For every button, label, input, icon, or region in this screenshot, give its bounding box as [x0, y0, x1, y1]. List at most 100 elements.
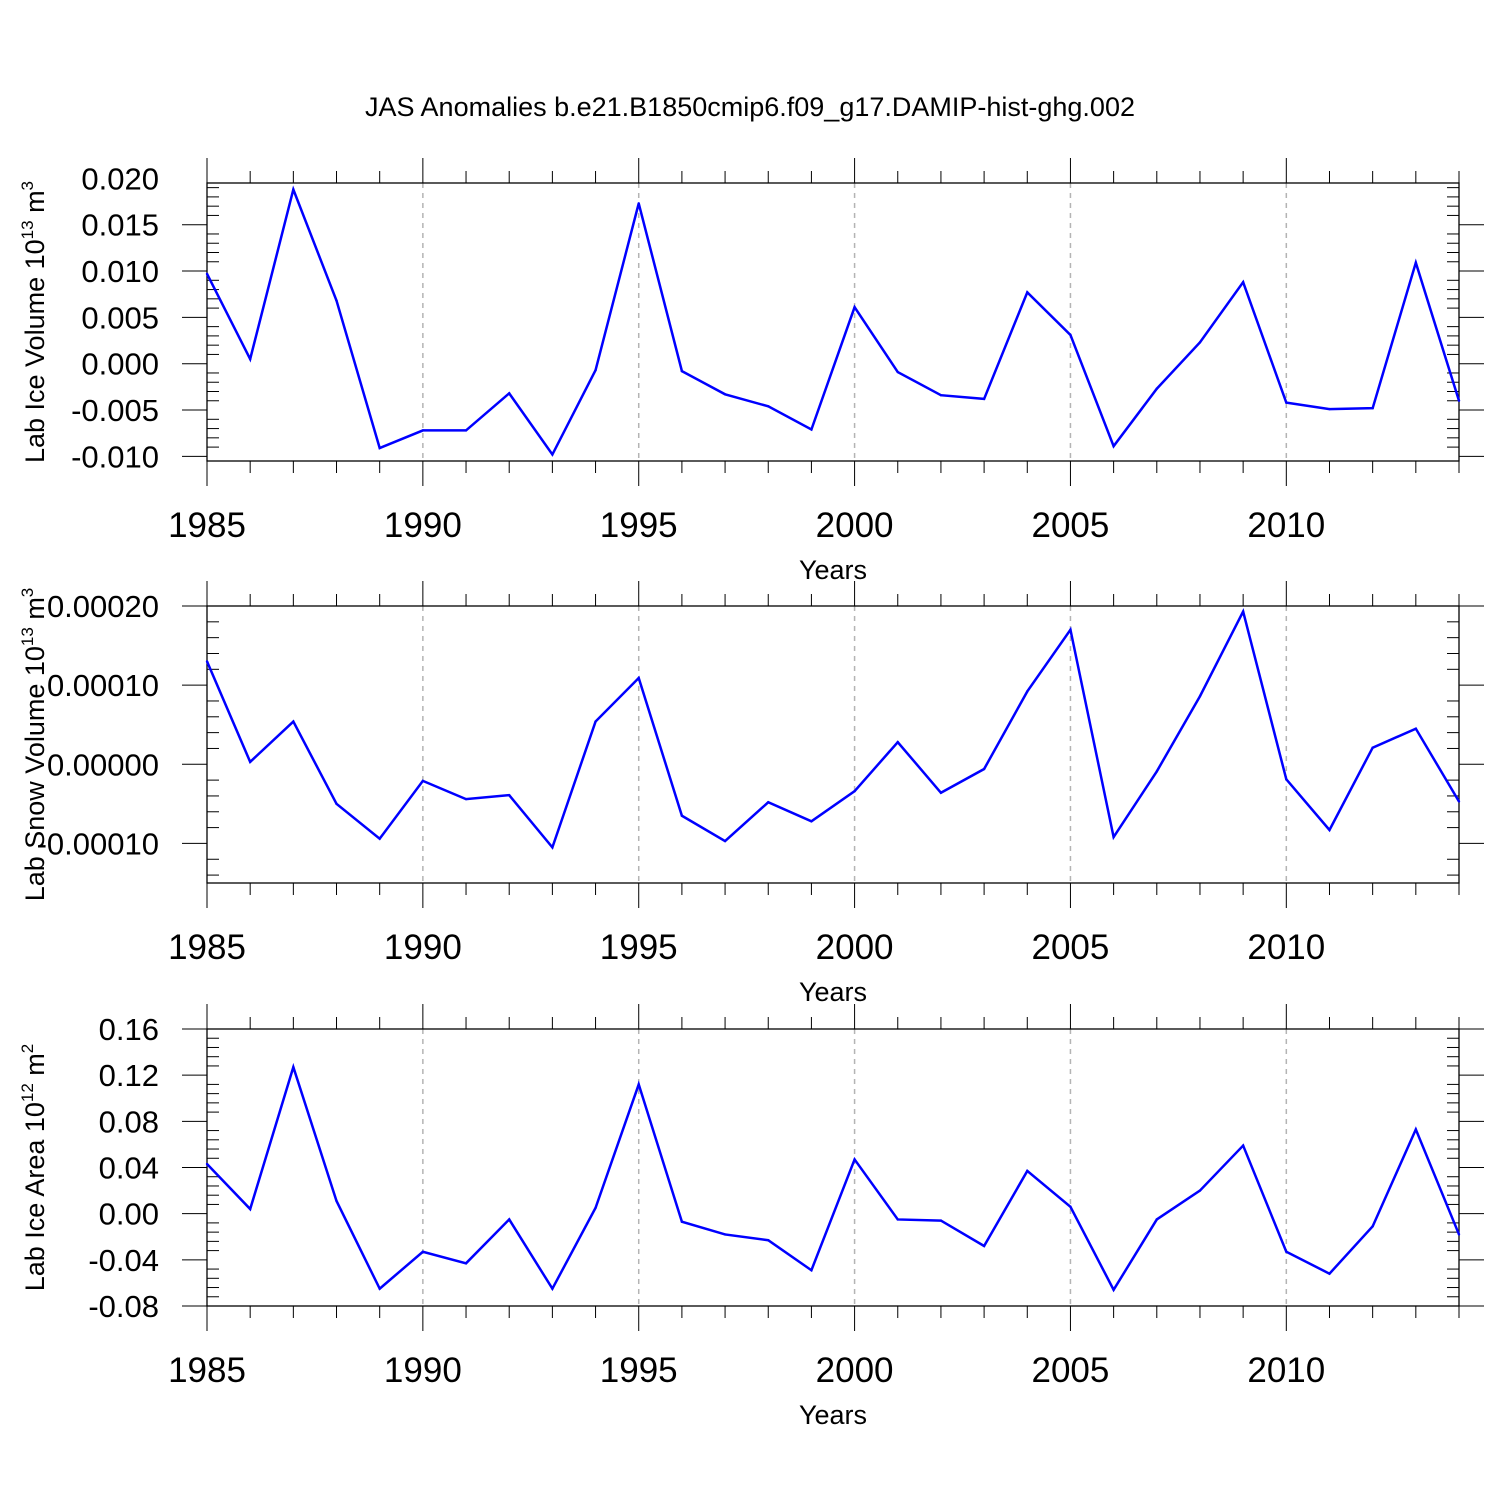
data-point	[896, 740, 899, 744]
y-axis-label-unit-exponent: 2	[18, 1044, 37, 1053]
y-axis-label-unit-exponent: 3	[18, 181, 37, 190]
data-point	[205, 272, 209, 276]
data-point	[292, 720, 295, 723]
data-point	[292, 188, 295, 191]
x-tick-label: 2000	[816, 928, 894, 967]
x-tick-label: 1990	[384, 1351, 462, 1390]
chart-title: JAS Anomalies b.e21.B1850cmip6.f09_g17.D…	[365, 92, 1135, 122]
series-line	[205, 608, 1461, 850]
x-axis-label: Years	[799, 977, 867, 1007]
plot-frame	[206, 1028, 1460, 1307]
y-axis-label: Lab Ice Volume 1013 m3	[18, 181, 50, 463]
y-axis-label-exponent: 13	[18, 627, 37, 646]
data-point	[1198, 341, 1202, 344]
data-point	[1112, 444, 1115, 448]
x-tick-label: 1995	[600, 506, 678, 545]
x-tick-label: 1995	[600, 928, 678, 967]
data-point	[378, 446, 381, 450]
y-tick-label: 0.08	[99, 1104, 159, 1139]
data-point	[853, 305, 856, 309]
data-point	[982, 767, 986, 771]
data-point	[1457, 1233, 1461, 1236]
y-tick-label: 0.015	[81, 208, 159, 243]
data-point	[421, 779, 425, 783]
y-tick-label: 0.000	[81, 347, 159, 382]
data-point	[723, 839, 727, 843]
x-tick-label: 2010	[1247, 506, 1325, 545]
data-point	[723, 393, 727, 396]
data-point	[335, 299, 338, 302]
data-point	[939, 394, 943, 397]
data-point	[637, 202, 640, 205]
data-point	[680, 814, 684, 817]
y-tick-label: -0.005	[71, 393, 159, 428]
data-point	[594, 368, 597, 372]
x-tick-label: 1985	[168, 928, 246, 967]
data-point	[205, 660, 209, 663]
series-line	[206, 1062, 1461, 1293]
data-point	[1371, 746, 1374, 749]
y-tick-label: -0.08	[88, 1289, 159, 1324]
y-tick-label: 0.04	[99, 1151, 159, 1186]
data-point	[205, 1162, 209, 1166]
data-point	[1414, 261, 1418, 264]
data-point	[464, 797, 468, 801]
y-tick-label: 0.010	[81, 254, 159, 289]
y-axis-label-text: Lab Ice Volume 10	[20, 239, 50, 463]
y-tick-label: 0.020	[81, 161, 159, 196]
data-point	[767, 405, 770, 408]
data-point	[1155, 387, 1158, 390]
data-point	[1112, 835, 1115, 839]
y-axis-label-unit: m	[20, 190, 50, 220]
data-point	[939, 791, 943, 794]
y-axis-label-exponent: 13	[18, 220, 37, 239]
data-point	[1285, 401, 1288, 404]
data-point	[1328, 828, 1331, 832]
data-point	[853, 789, 856, 793]
data-point	[767, 1239, 770, 1242]
x-axis-label: Years	[799, 1400, 867, 1430]
data-point	[1328, 1272, 1331, 1275]
plot-frame	[206, 605, 1460, 884]
data-point	[637, 1083, 640, 1086]
data-point	[378, 837, 381, 840]
x-tick-label: 2000	[816, 506, 894, 545]
y-tick-label: 0.005	[81, 300, 159, 335]
data-point	[551, 453, 554, 456]
data-point	[1371, 406, 1374, 410]
data-point	[292, 1065, 295, 1069]
y-axis-label-text: Lab Snow Volume 10	[20, 646, 50, 901]
data-point	[1026, 690, 1029, 693]
data-point	[853, 1158, 856, 1161]
x-axis-label: Years	[799, 555, 867, 585]
series-line	[205, 185, 1461, 457]
data-point	[810, 428, 813, 431]
data-point	[1371, 1225, 1374, 1228]
data-point	[767, 801, 770, 804]
y-tick-label: -0.00010	[37, 826, 159, 861]
data-point	[551, 1287, 554, 1290]
panel-1: -0.010 -0.005 0.000 0.005 0.010 0.015 0.020 198…	[18, 158, 1484, 585]
y-tick-label: 0.00	[99, 1197, 159, 1232]
panel-3: -0.08 -0.04 0.00 0.04 0.08 0.12 0.16 1985 1990 19…	[18, 1004, 1484, 1430]
data-point	[1112, 1288, 1115, 1292]
y-axis-label-unit: m	[20, 1053, 50, 1083]
panel-2: -0.00010 0.00000 0.00010 0.00020 1985 1990 199…	[18, 581, 1484, 1007]
data-point	[1241, 610, 1245, 613]
data-point	[335, 802, 338, 806]
y-tick-label: -0.010	[71, 439, 159, 474]
data-point	[810, 820, 813, 823]
data-point	[1069, 628, 1072, 631]
data-point	[508, 1218, 511, 1221]
data-point	[723, 1233, 727, 1236]
data-point	[464, 429, 468, 432]
data-point	[551, 846, 554, 849]
y-axis-label: Lab Snow Volume 1013 m3	[18, 588, 50, 902]
data-point	[680, 1220, 684, 1223]
y-tick-label: 0.00000	[47, 747, 159, 782]
data-point	[1414, 1128, 1418, 1131]
data-point	[508, 392, 511, 395]
y-tick-label: 0.12	[99, 1058, 159, 1093]
data-point	[810, 1269, 813, 1272]
data-point	[1069, 1205, 1072, 1208]
